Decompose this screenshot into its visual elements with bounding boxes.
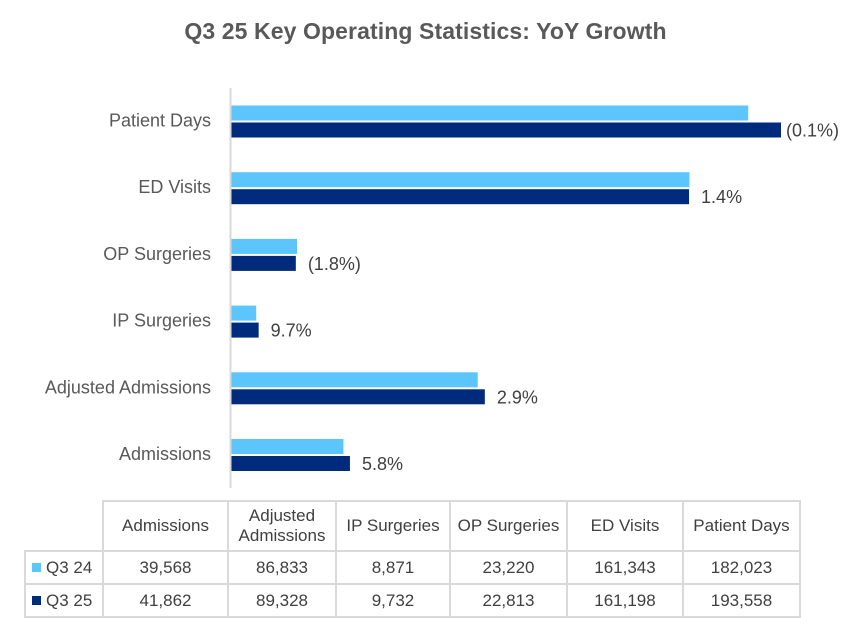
table-header-cell: ED Visits [566, 500, 684, 552]
table-header-cell: Adjusted Admissions [227, 500, 337, 552]
bar-q3-25 [231, 122, 781, 138]
table-cell: 161,198 [566, 583, 684, 618]
category-label: Admissions [119, 444, 211, 464]
table-header-cell: IP Surgeries [335, 500, 451, 552]
data-table: Admissions Adjusted Admissions IP Surger… [24, 500, 801, 618]
data-label: 1.4% [701, 187, 742, 207]
category-label: Adjusted Admissions [45, 377, 211, 397]
bar-q3-24 [231, 305, 257, 321]
data-label: 9.7% [271, 321, 312, 341]
data-label: (0.1%) [786, 121, 839, 141]
table-cell: 182,023 [682, 550, 801, 585]
category-label: Patient Days [109, 111, 211, 131]
table-corner [25, 501, 104, 552]
table-cell: 89,328 [227, 583, 337, 618]
bar-chart: Admissions 5.8% Adjusted Admissions 2.9% IP … [45, 88, 839, 488]
legend-swatch-icon [32, 562, 41, 572]
bar-q3-25 [231, 456, 350, 471]
table-header-cell: OP Surgeries [449, 500, 568, 552]
table-header-row: Admissions Adjusted Admissions IP Surger… [25, 500, 801, 552]
table-header-cell: Patient Days [682, 500, 801, 552]
table-cell: 8,871 [335, 550, 451, 585]
bar-q3-25 [231, 189, 690, 205]
table-header-cell: Admissions [102, 500, 229, 552]
bar-q3-24 [231, 172, 690, 188]
table-cell: 39,568 [102, 550, 229, 585]
data-label: 5.8% [362, 454, 403, 474]
table-cell: 23,220 [449, 550, 568, 585]
table-row: Q3 25 41,862 89,328 9,732 22,813 161,198… [24, 583, 801, 618]
category-label: ED Visits [138, 177, 211, 197]
category-label: IP Surgeries [112, 311, 211, 331]
data-label: 2.9% [497, 387, 538, 407]
table-cell: 193,558 [682, 583, 801, 618]
bar-q3-24 [231, 105, 749, 121]
legend-swatch-icon [32, 595, 41, 605]
table-cell: 41,862 [102, 583, 229, 618]
data-label: (1.8%) [308, 254, 361, 274]
table-row: Q3 24 39,568 86,833 8,871 23,220 161,343… [24, 550, 801, 585]
chart-title: Q3 25 Key Operating Statistics: YoY Grow… [184, 18, 667, 44]
legend-row-label: Q3 24 [24, 550, 104, 585]
table-cell: 161,343 [566, 550, 684, 585]
bars-layer [231, 105, 781, 471]
bar-q3-24 [231, 238, 297, 254]
bar-q3-25 [231, 255, 296, 271]
legend-row-label: Q3 25 [24, 583, 104, 618]
labels-layer: Admissions 5.8% Adjusted Admissions 2.9% IP … [45, 111, 839, 475]
category-label: OP Surgeries [103, 244, 211, 264]
bar-q3-24 [231, 439, 344, 454]
bar-q3-24 [231, 372, 478, 388]
bar-q3-25 [231, 389, 485, 405]
bar-q3-25 [231, 322, 259, 338]
table-cell: 9,732 [335, 583, 451, 618]
table-cell: 86,833 [227, 550, 337, 585]
table-cell: 22,813 [449, 583, 568, 618]
